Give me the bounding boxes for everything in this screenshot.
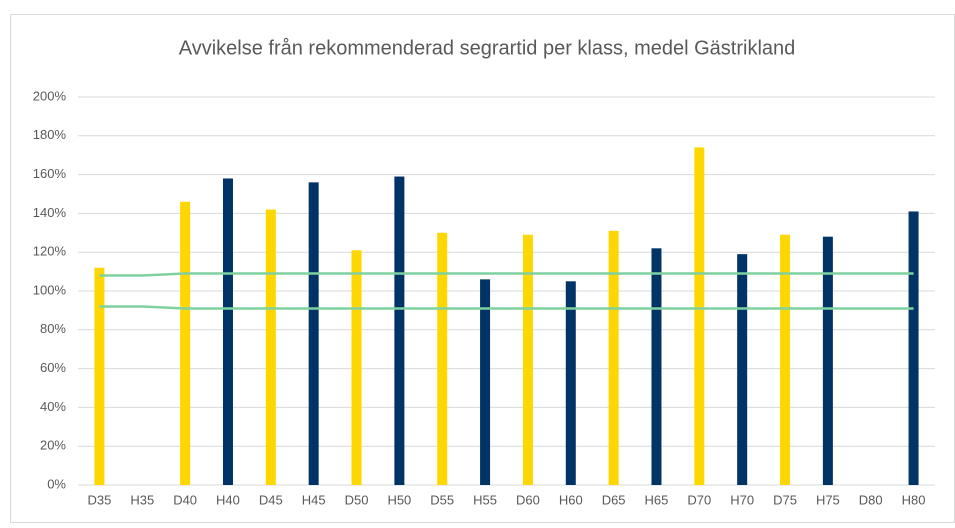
bar (308, 182, 319, 486)
bar (822, 236, 833, 485)
y-tick-label: 140% (33, 205, 67, 220)
bar (480, 279, 491, 485)
x-tick-label: H70 (730, 492, 754, 507)
x-tick-label: D35 (87, 492, 111, 507)
bar (694, 147, 705, 485)
y-tick-label: 40% (40, 399, 66, 414)
bar (437, 232, 448, 485)
x-tick-label: H50 (387, 492, 411, 507)
y-tick-label: 120% (33, 244, 67, 259)
x-tick-label: D40 (173, 492, 197, 507)
bar (737, 254, 748, 485)
x-tick-label: D75 (773, 492, 797, 507)
x-tick-label: D60 (516, 492, 540, 507)
bar (908, 211, 919, 485)
x-tick-label: H60 (559, 492, 583, 507)
bar (608, 230, 619, 485)
y-tick-label: 200% (33, 88, 67, 103)
x-tick-label: D65 (602, 492, 626, 507)
bar (522, 234, 533, 485)
x-tick-label: H55 (473, 492, 497, 507)
x-tick-label: D80 (859, 492, 883, 507)
y-tick-label: 60% (40, 360, 66, 375)
line (99, 305, 914, 310)
y-tick-label: 180% (33, 127, 67, 142)
y-tick-label: 20% (40, 438, 66, 453)
bar (394, 176, 405, 486)
x-tick-label: H35 (130, 492, 154, 507)
x-tick-label: H65 (645, 492, 669, 507)
x-tick-label: D50 (345, 492, 369, 507)
bar (780, 234, 791, 485)
bar (351, 250, 362, 485)
bar (265, 209, 276, 485)
y-tick-label: 0% (47, 476, 66, 491)
x-tick-label: D45 (259, 492, 283, 507)
chart-title: Avvikelse från rekommenderad segrartid p… (179, 37, 796, 59)
bar (565, 281, 576, 485)
y-tick-label: 80% (40, 321, 66, 336)
bar (651, 248, 662, 485)
x-tick-label: D55 (430, 492, 454, 507)
bar (94, 267, 105, 485)
bar (222, 178, 233, 486)
x-tick-label: H45 (302, 492, 326, 507)
x-tick-label: H80 (902, 492, 926, 507)
line (99, 272, 914, 277)
y-tick-label: 160% (33, 166, 67, 181)
y-tick-label: 100% (33, 282, 67, 297)
x-tick-label: H40 (216, 492, 240, 507)
bar (180, 201, 191, 485)
x-tick-label: D70 (687, 492, 711, 507)
x-tick-label: H75 (816, 492, 840, 507)
